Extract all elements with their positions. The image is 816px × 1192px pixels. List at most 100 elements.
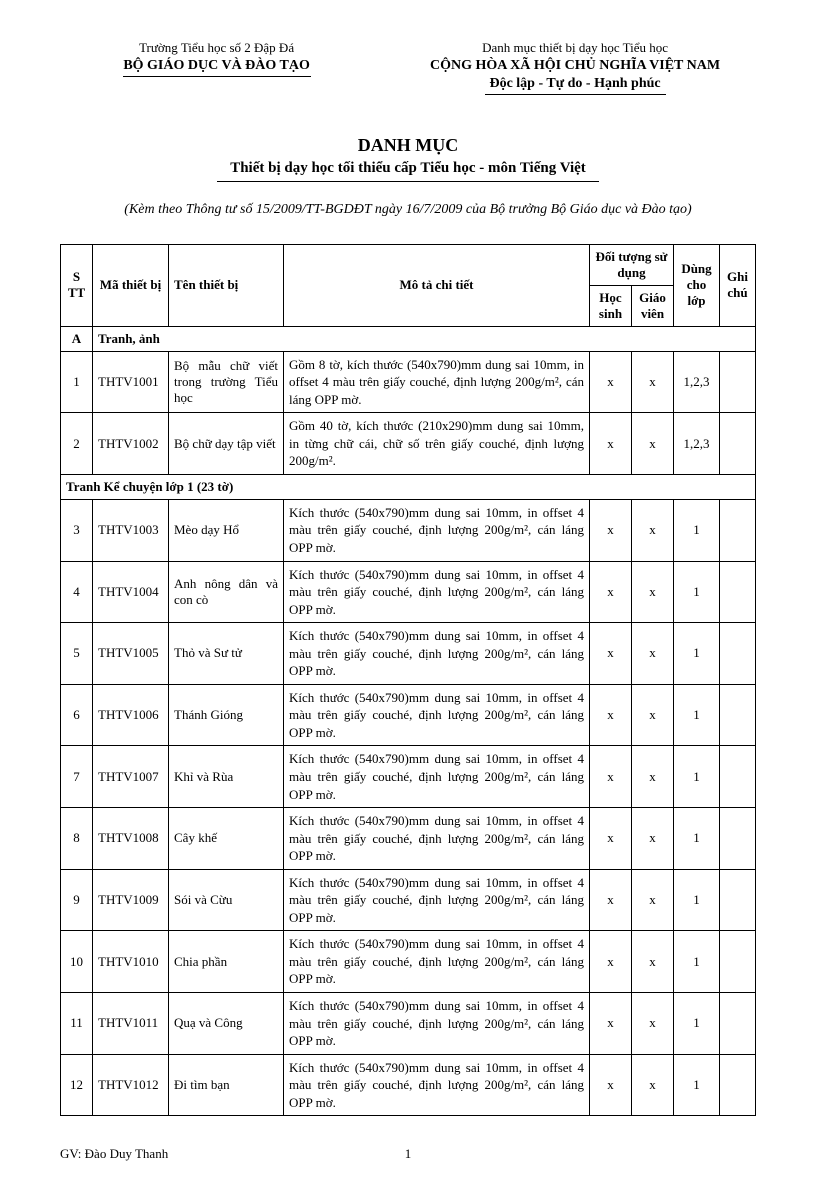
header-left: Trường Tiểu học số 2 Đập Đá BỘ GIÁO DỤC … — [60, 40, 373, 95]
footer-author: GV: Đào Duy Thanh — [60, 1146, 168, 1161]
cell-stt: 8 — [61, 808, 93, 870]
cell-ten: Đi tìm bạn — [169, 1054, 284, 1116]
reference-text: (Kèm theo Thông tư số 15/2009/TT-BGDĐT n… — [60, 200, 756, 220]
cell-ghichu — [720, 993, 756, 1055]
col-giaovien: Giáo viên — [632, 285, 674, 326]
col-ten: Tên thiết bị — [169, 244, 284, 326]
cell-ghichu — [720, 931, 756, 993]
cell-hocsinh: x — [590, 684, 632, 746]
cell-ten: Khỉ và Rùa — [169, 746, 284, 808]
school-name: Trường Tiểu học số 2 Đập Đá — [60, 40, 373, 56]
cell-lop: 1 — [674, 808, 720, 870]
cell-hocsinh: x — [590, 808, 632, 870]
cell-mota: Kích thước (540x790)mm dung sai 10mm, in… — [284, 623, 590, 685]
motto-underline — [485, 94, 666, 95]
col-ma: Mã thiết bị — [93, 244, 169, 326]
cell-stt: 10 — [61, 931, 93, 993]
table-row: 5THTV1005Thỏ và Sư tửKích thước (540x790… — [61, 623, 756, 685]
cell-stt: 1 — [61, 351, 93, 413]
cell-hocsinh: x — [590, 351, 632, 413]
cell-mota: Kích thước (540x790)mm dung sai 10mm, in… — [284, 931, 590, 993]
cell-ten: Thỏ và Sư tử — [169, 623, 284, 685]
cell-mota: Kích thước (540x790)mm dung sai 10mm, in… — [284, 746, 590, 808]
cell-giaovien: x — [632, 413, 674, 475]
cell-ghichu — [720, 351, 756, 413]
cell-lop: 1 — [674, 993, 720, 1055]
section-row: ATranh, ảnh — [61, 326, 756, 351]
cell-ma: THTV1008 — [93, 808, 169, 870]
cell-ten: Sói và Cừu — [169, 869, 284, 931]
cell-mota: Kích thước (540x790)mm dung sai 10mm, in… — [284, 561, 590, 623]
table-row: 3THTV1003Mèo dạy HổKích thước (540x790)m… — [61, 499, 756, 561]
subsection-title: Tranh Kể chuyện lớp 1 (23 tờ) — [61, 474, 756, 499]
category-title: Danh mục thiết bị dạy học Tiểu học — [394, 40, 756, 56]
equipment-table: S TT Mã thiết bị Tên thiết bị Mô tả chi … — [60, 244, 756, 1117]
cell-lop: 1,2,3 — [674, 413, 720, 475]
cell-hocsinh: x — [590, 746, 632, 808]
cell-hocsinh: x — [590, 561, 632, 623]
table-row: 7THTV1007Khỉ và RùaKích thước (540x790)m… — [61, 746, 756, 808]
section-title: Tranh, ảnh — [93, 326, 756, 351]
cell-lop: 1 — [674, 1054, 720, 1116]
cell-ghichu — [720, 623, 756, 685]
header-right: Danh mục thiết bị dạy học Tiểu học CỘNG … — [394, 40, 756, 95]
cell-giaovien: x — [632, 808, 674, 870]
cell-ghichu — [720, 808, 756, 870]
cell-giaovien: x — [632, 561, 674, 623]
cell-giaovien: x — [632, 746, 674, 808]
table-row: 8THTV1008Cây khếKích thước (540x790)mm d… — [61, 808, 756, 870]
cell-mota: Kích thước (540x790)mm dung sai 10mm, in… — [284, 869, 590, 931]
cell-stt: 3 — [61, 499, 93, 561]
cell-giaovien: x — [632, 351, 674, 413]
cell-lop: 1 — [674, 561, 720, 623]
cell-ma: THTV1012 — [93, 1054, 169, 1116]
cell-stt: 5 — [61, 623, 93, 685]
cell-hocsinh: x — [590, 1054, 632, 1116]
cell-ma: THTV1007 — [93, 746, 169, 808]
cell-mota: Kích thước (540x790)mm dung sai 10mm, in… — [284, 684, 590, 746]
col-mota: Mô tả chi tiết — [284, 244, 590, 326]
cell-mota: Gồm 40 tờ, kích thước (210x290)mm dung s… — [284, 413, 590, 475]
cell-mota: Kích thước (540x790)mm dung sai 10mm, in… — [284, 993, 590, 1055]
cell-ten: Cây khế — [169, 808, 284, 870]
cell-lop: 1 — [674, 746, 720, 808]
cell-giaovien: x — [632, 931, 674, 993]
cell-ma: THTV1011 — [93, 993, 169, 1055]
col-stt: S TT — [61, 244, 93, 326]
cell-ma: THTV1004 — [93, 561, 169, 623]
cell-ghichu — [720, 684, 756, 746]
header-row-1: S TT Mã thiết bị Tên thiết bị Mô tả chi … — [61, 244, 756, 285]
title-main: DANH MỤC — [60, 135, 756, 156]
cell-ghichu — [720, 561, 756, 623]
table-row: 10THTV1010Chia phầnKích thước (540x790)m… — [61, 931, 756, 993]
cell-ma: THTV1003 — [93, 499, 169, 561]
cell-ten: Bộ mẫu chữ viết trong trường Tiểu học — [169, 351, 284, 413]
cell-mota: Kích thước (540x790)mm dung sai 10mm, in… — [284, 808, 590, 870]
cell-lop: 1 — [674, 623, 720, 685]
cell-lop: 1,2,3 — [674, 351, 720, 413]
col-doituong: Đối tượng sử dụng — [590, 244, 674, 285]
table-row: 2THTV1002Bộ chữ dạy tập viếtGồm 40 tờ, k… — [61, 413, 756, 475]
cell-lop: 1 — [674, 931, 720, 993]
title-sub: Thiết bị dạy học tối thiểu cấp Tiểu học … — [60, 160, 756, 177]
cell-hocsinh: x — [590, 993, 632, 1055]
cell-giaovien: x — [632, 993, 674, 1055]
cell-stt: 11 — [61, 993, 93, 1055]
cell-ten: Anh nông dân và con cò — [169, 561, 284, 623]
cell-giaovien: x — [632, 623, 674, 685]
cell-stt: 12 — [61, 1054, 93, 1116]
cell-ten: Quạ và Công — [169, 993, 284, 1055]
cell-hocsinh: x — [590, 931, 632, 993]
cell-ghichu — [720, 499, 756, 561]
cell-stt: 9 — [61, 869, 93, 931]
cell-ghichu — [720, 746, 756, 808]
country-name: CỘNG HÒA XÃ HỘI CHỦ NGHĨA VIỆT NAM — [394, 58, 756, 74]
cell-stt: 7 — [61, 746, 93, 808]
cell-mota: Kích thước (540x790)mm dung sai 10mm, in… — [284, 499, 590, 561]
cell-hocsinh: x — [590, 499, 632, 561]
page-number: 1 — [405, 1146, 412, 1162]
cell-ten: Chia phần — [169, 931, 284, 993]
cell-lop: 1 — [674, 869, 720, 931]
cell-hocsinh: x — [590, 623, 632, 685]
cell-mota: Gồm 8 tờ, kích thước (540x790)mm dung sa… — [284, 351, 590, 413]
